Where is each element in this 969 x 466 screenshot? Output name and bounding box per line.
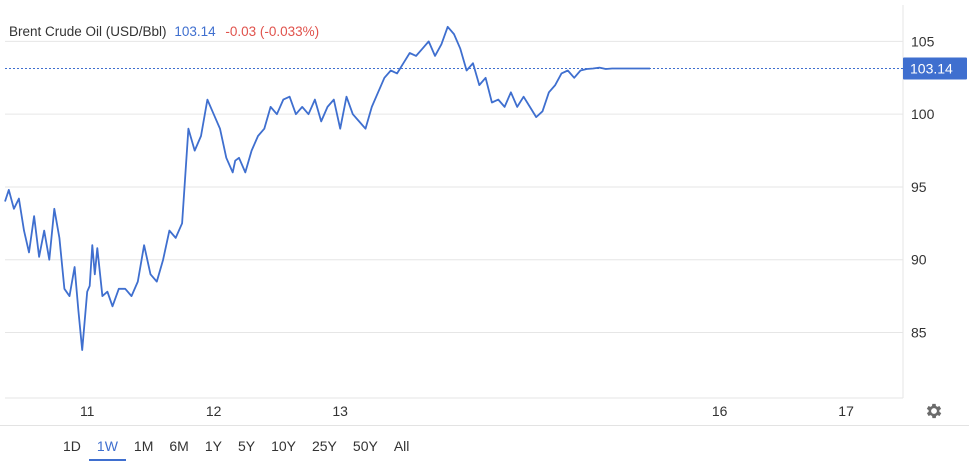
instrument-title: Brent Crude Oil (USD/Bbl) bbox=[9, 24, 167, 39]
period-tab-all[interactable]: All bbox=[393, 438, 410, 454]
y-tick-label: 90 bbox=[911, 252, 927, 268]
last-price-badge-text: 103.14 bbox=[910, 60, 953, 76]
period-tab-1w[interactable]: 1W bbox=[88, 434, 126, 461]
y-tick-label: 95 bbox=[911, 179, 927, 195]
period-tab-5y[interactable]: 5Y bbox=[237, 438, 256, 454]
x-tick-label: 11 bbox=[80, 403, 95, 419]
period-tab-6m[interactable]: 6M bbox=[169, 438, 189, 454]
period-tab-10y[interactable]: 10Y bbox=[271, 438, 296, 454]
gear-icon[interactable] bbox=[924, 401, 944, 421]
y-tick-label: 105 bbox=[911, 33, 935, 49]
x-axis: 11 12 13 16 17 bbox=[80, 403, 854, 419]
y-axis: 85 90 95 100 105 bbox=[911, 33, 935, 340]
period-tab-50y[interactable]: 50Y bbox=[352, 438, 378, 454]
chart-header: Brent Crude Oil (USD/Bbl) 103.14 -0.03 (… bbox=[9, 24, 319, 39]
current-price: 103.14 bbox=[174, 24, 216, 39]
x-tick-label: 16 bbox=[712, 403, 728, 419]
period-tab-1d[interactable]: 1D bbox=[63, 438, 81, 454]
x-tick-label: 13 bbox=[332, 403, 348, 419]
y-tick-label: 100 bbox=[911, 106, 935, 122]
chart-area: 85 90 95 100 105 11 12 13 16 17 103.14 bbox=[4, 5, 967, 419]
price-change: -0.03 (-0.033%) bbox=[225, 24, 320, 39]
last-price-badge: 103.14 bbox=[903, 57, 967, 80]
period-tab-25y[interactable]: 25Y bbox=[311, 438, 337, 454]
period-selector-bar: 1D 1W 1M 6M 1Y 5Y 10Y 25Y 50Y All bbox=[0, 425, 969, 466]
grid-lines bbox=[5, 5, 904, 399]
period-tab-1y[interactable]: 1Y bbox=[204, 438, 222, 454]
period-tab-1m[interactable]: 1M bbox=[133, 438, 154, 454]
y-tick-label: 85 bbox=[911, 325, 927, 341]
price-series-line bbox=[4, 25, 650, 351]
period-selector: 1D 1W 1M 6M 1Y 5Y 10Y 25Y 50Y All bbox=[55, 434, 417, 461]
x-tick-label: 12 bbox=[206, 403, 222, 419]
price-chart: 85 90 95 100 105 11 12 13 16 17 103.14 bbox=[4, 5, 967, 419]
x-tick-label: 17 bbox=[838, 403, 854, 419]
